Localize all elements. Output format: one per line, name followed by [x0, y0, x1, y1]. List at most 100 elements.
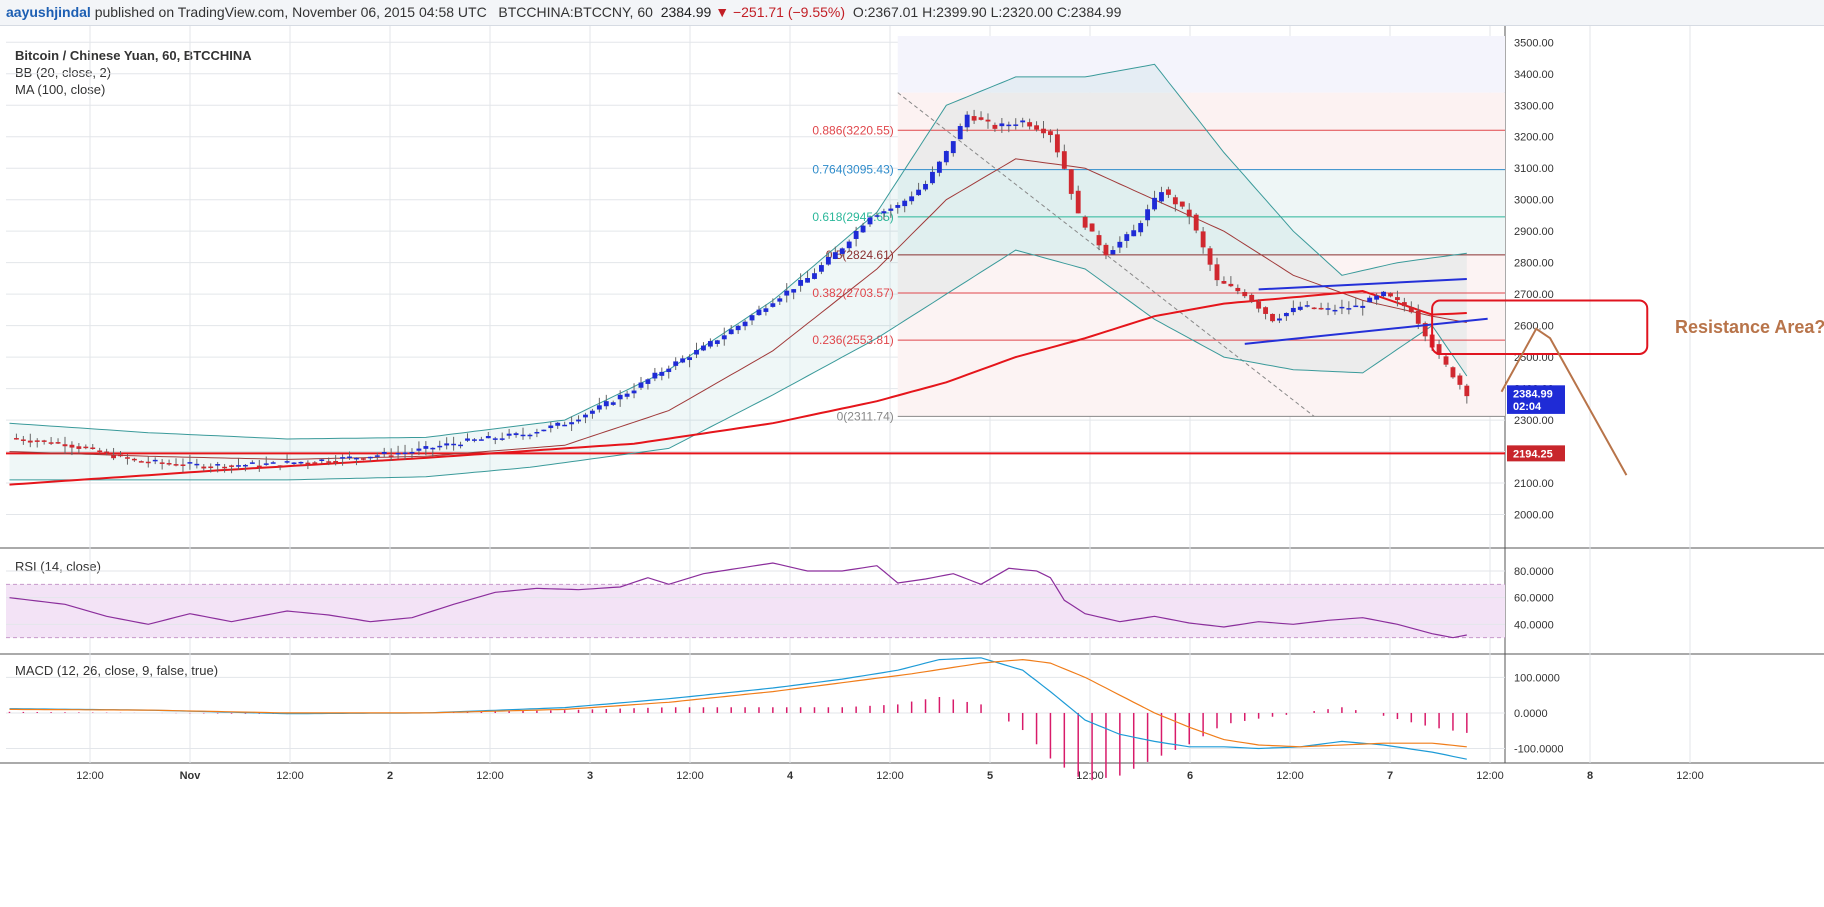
- candle-body: [319, 459, 325, 461]
- candle-body: [680, 358, 686, 363]
- candle-body: [13, 438, 19, 440]
- candle-body: [603, 401, 609, 407]
- candle-body: [853, 231, 859, 239]
- candle-body: [1311, 307, 1317, 310]
- candle-body: [1138, 223, 1144, 233]
- upper-trendline: [1258, 278, 1467, 291]
- candle-body: [1415, 310, 1421, 324]
- candle-body: [1221, 281, 1227, 284]
- price-tick-label: 3200.00: [1514, 132, 1554, 144]
- author-name[interactable]: aayushjindal: [6, 4, 91, 20]
- candle-body: [312, 462, 318, 464]
- candle-body: [1249, 294, 1255, 302]
- x-tick-label: 3: [587, 770, 593, 782]
- price-tick-label: 3000.00: [1514, 195, 1554, 207]
- candle-body: [201, 466, 207, 469]
- candle-body: [444, 443, 450, 446]
- candle-body: [222, 466, 228, 469]
- price-tick-label: 3100.00: [1514, 163, 1554, 175]
- candle-body: [194, 463, 200, 466]
- candle-body: [1242, 291, 1248, 297]
- candle-body: [1006, 124, 1012, 127]
- candle-body: [145, 461, 151, 464]
- candle-body: [583, 414, 588, 418]
- trading-chart[interactable]: Bitcoin / Chinese Yuan, 60, BTCCHINA BB …: [0, 26, 1824, 907]
- candle-body: [763, 308, 769, 312]
- candle-body: [1436, 344, 1442, 355]
- candle-body: [347, 456, 352, 459]
- x-tick-label: 4: [787, 770, 794, 782]
- candle-body: [55, 442, 61, 444]
- candle-body: [499, 438, 505, 440]
- x-tick-label: 12:00: [1276, 770, 1304, 782]
- symbol-label: BTCCHINA:BTCCNY, 60: [498, 4, 653, 20]
- resistance-area-box: [1431, 299, 1649, 355]
- candle-body: [895, 205, 901, 208]
- candle-body: [812, 273, 817, 279]
- candle-body: [340, 457, 346, 459]
- candle-body: [1186, 209, 1192, 217]
- candle-body: [41, 440, 47, 442]
- candle-body: [1235, 287, 1241, 292]
- candle-body: [1381, 291, 1386, 297]
- bb-indicator-label: BB (20, close, 2): [15, 65, 111, 80]
- candle-body: [1304, 305, 1310, 307]
- candle-body: [1020, 120, 1026, 123]
- price-tick-label: 3500.00: [1514, 37, 1554, 49]
- candle-body: [624, 393, 630, 397]
- candle-body: [742, 321, 748, 327]
- fib-level-label: 0.886(3220.55): [812, 123, 893, 137]
- candle-body: [860, 225, 866, 233]
- candle-body: [284, 461, 290, 463]
- signal-line: [9, 658, 1467, 748]
- candle-body: [416, 448, 422, 451]
- macd-title: MACD (12, 26, close, 9, false, true): [15, 663, 218, 678]
- price-tick-label: 2800.00: [1514, 258, 1554, 270]
- candle-body: [777, 298, 783, 302]
- candle-body: [1388, 293, 1393, 297]
- price-tick-label: 2000.00: [1514, 510, 1554, 522]
- bb-basis-line: [9, 158, 1467, 460]
- candle-body: [1464, 385, 1470, 397]
- bb-lower-line: [9, 249, 1468, 481]
- candle-body: [423, 446, 429, 449]
- fib-level-label: 0(2311.74): [837, 409, 894, 423]
- price-tag-label: 2194.25: [1513, 448, 1553, 460]
- candle-body: [694, 350, 699, 355]
- x-tick-label: 2: [387, 770, 393, 782]
- projected-path: [1500, 327, 1628, 476]
- price-chart-title: Bitcoin / Chinese Yuan, 60, BTCCHINA: [15, 48, 252, 63]
- candle-body: [555, 422, 561, 426]
- candle-body: [687, 357, 693, 361]
- candle-body: [1277, 318, 1282, 321]
- candle-body: [978, 117, 984, 120]
- published-text: published on TradingView.com, November 0…: [94, 4, 487, 20]
- candle-body: [798, 280, 804, 286]
- candle-body: [888, 208, 894, 211]
- x-tick-label: 12:00: [76, 770, 104, 782]
- candle-body: [451, 443, 457, 446]
- candle-body: [166, 463, 172, 465]
- candle-body: [430, 447, 436, 450]
- candle-body: [964, 114, 970, 128]
- candle-body: [381, 452, 387, 454]
- candle-body: [846, 241, 852, 249]
- candle-body: [1367, 297, 1373, 303]
- candle-body: [1228, 283, 1234, 287]
- candle-body: [69, 444, 75, 448]
- candle-body: [673, 361, 679, 366]
- candle-body: [20, 439, 26, 441]
- price-change: ▼ −251.71 (−9.55%): [715, 4, 846, 20]
- candle-body: [1179, 201, 1185, 207]
- lower-trendline: [1244, 317, 1488, 345]
- x-tick-label: 5: [987, 770, 993, 782]
- macd-tick-label: 100.0000: [1514, 672, 1560, 684]
- rsi-tick-label: 60.0000: [1514, 593, 1554, 605]
- candle-body: [589, 410, 595, 414]
- rsi-title: RSI (14, close): [15, 559, 101, 574]
- price-tick-label: 3400.00: [1514, 69, 1554, 81]
- x-tick-label: 12:00: [276, 770, 304, 782]
- candle-body: [277, 465, 283, 467]
- candle-body: [485, 436, 491, 439]
- candle-body: [409, 452, 415, 454]
